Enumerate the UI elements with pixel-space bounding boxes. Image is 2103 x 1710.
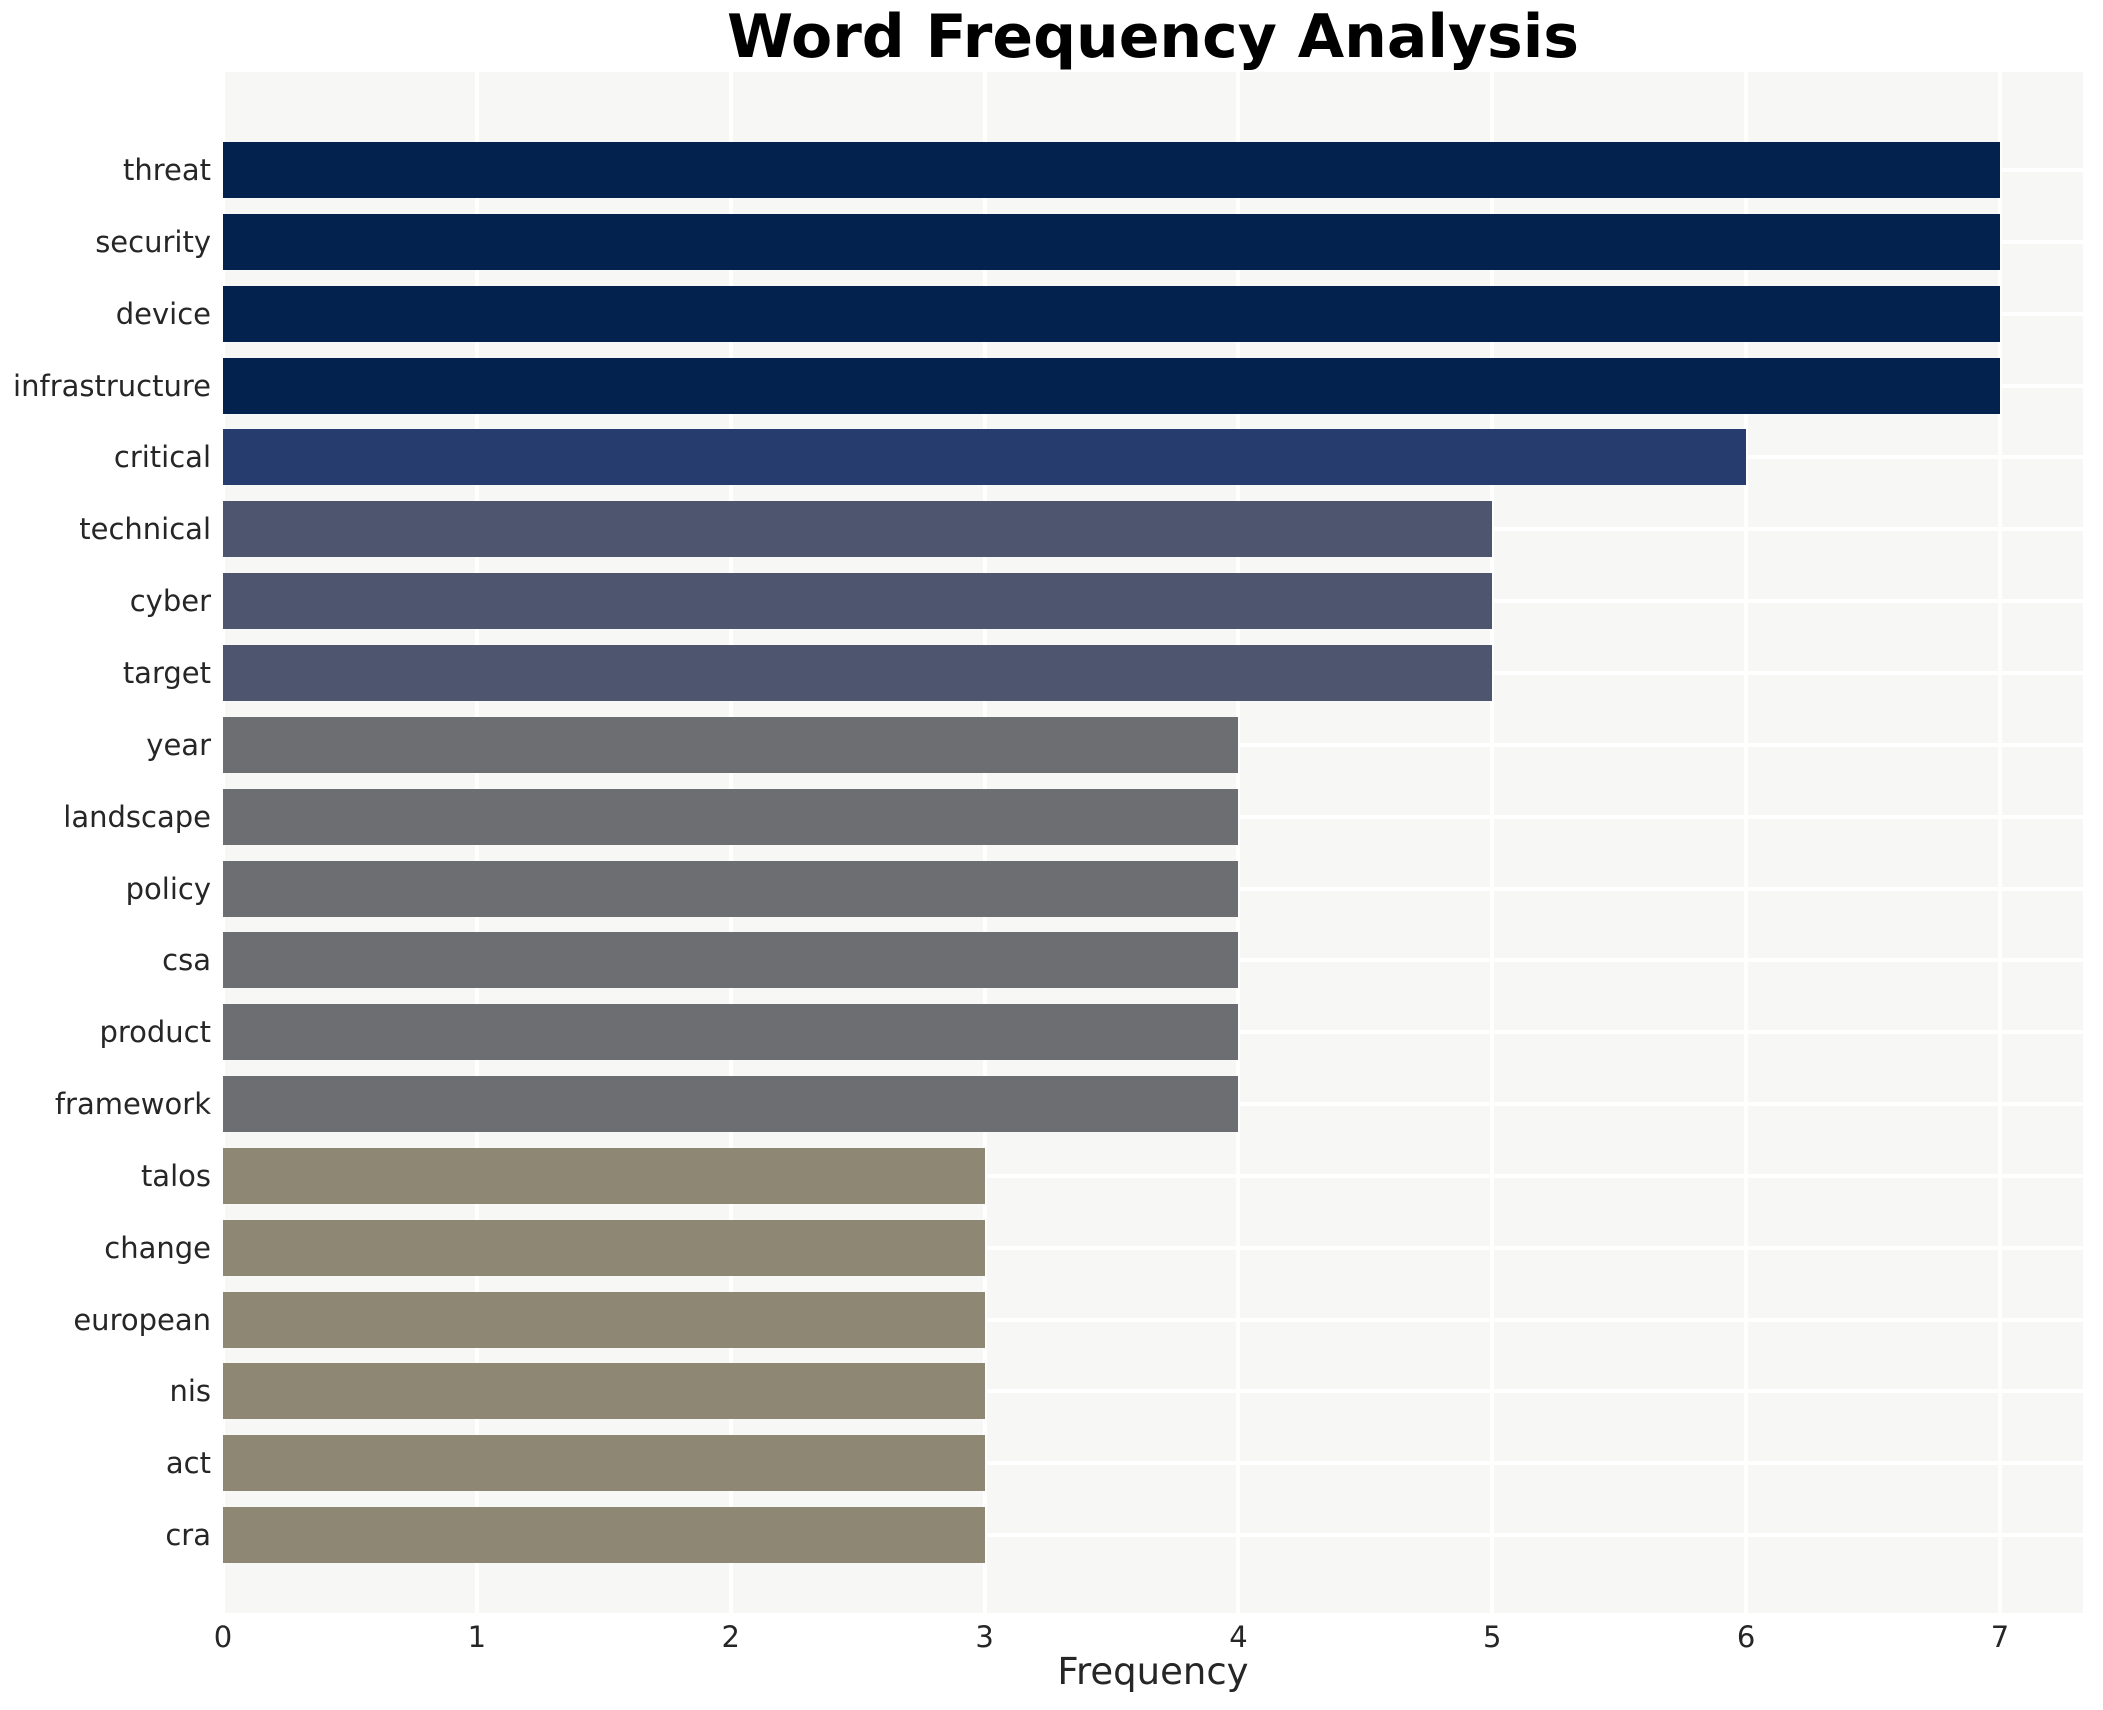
x-tick-label-5: 5 — [1483, 1620, 1502, 1654]
grid-line-horizontal — [223, 1317, 2083, 1322]
x-axis-label: Frequency — [1057, 1650, 1249, 1693]
bar-cra — [223, 1507, 985, 1564]
bar-european — [223, 1291, 985, 1348]
grid-line-vertical — [1744, 72, 1749, 1613]
category-label-cyber: cyber — [129, 584, 211, 619]
x-tick-label-3: 3 — [975, 1620, 994, 1654]
category-label-framework: framework — [54, 1087, 211, 1122]
bar-act — [223, 1435, 985, 1492]
category-label-product: product — [99, 1015, 211, 1050]
category-label-year: year — [146, 727, 211, 762]
bar-change — [223, 1219, 985, 1276]
category-label-csa: csa — [162, 943, 211, 978]
category-label-target: target — [122, 655, 211, 690]
bar-technical — [223, 501, 1493, 558]
bar-nis — [223, 1363, 985, 1420]
category-label-talos: talos — [140, 1158, 211, 1193]
category-label-technical: technical — [79, 512, 211, 547]
bar-landscape — [223, 788, 1239, 845]
grid-line-horizontal — [223, 1389, 2083, 1394]
category-label-device: device — [115, 296, 211, 331]
category-label-change: change — [104, 1230, 211, 1265]
bar-policy — [223, 860, 1239, 917]
bar-target — [223, 644, 1493, 701]
grid-line-vertical — [1490, 72, 1495, 1613]
x-tick-label-1: 1 — [467, 1620, 487, 1654]
grid-line-horizontal — [223, 1245, 2083, 1250]
bar-threat — [223, 142, 2000, 198]
category-label-critical: critical — [113, 440, 211, 475]
bar-device — [223, 285, 2000, 342]
category-label-threat: threat — [122, 153, 211, 187]
category-label-european: european — [73, 1302, 211, 1337]
bar-security — [223, 213, 2000, 270]
category-label-policy: policy — [125, 871, 211, 906]
bar-infrastructure — [223, 357, 2000, 414]
bar-csa — [223, 932, 1239, 989]
bar-critical — [223, 429, 1747, 486]
x-tick-label-6: 6 — [1736, 1620, 1756, 1654]
category-label-security: security — [95, 224, 211, 259]
category-label-act: act — [165, 1446, 211, 1481]
x-tick-label-7: 7 — [1990, 1620, 2010, 1654]
bar-cyber — [223, 573, 1493, 630]
chart-title: Word Frequency Analysis — [726, 2, 1580, 72]
x-tick-label-2: 2 — [721, 1620, 740, 1654]
category-label-cra: cra — [165, 1518, 211, 1553]
plot-area — [221, 72, 2083, 1613]
bar-framework — [223, 1076, 1239, 1133]
x-tick-label-0: 0 — [213, 1620, 233, 1654]
bar-year — [223, 716, 1239, 773]
bar-talos — [223, 1147, 985, 1204]
grid-line-vertical — [1236, 72, 1241, 1613]
category-label-landscape: landscape — [63, 799, 211, 834]
grid-line-horizontal — [223, 1173, 2083, 1178]
grid-line-horizontal — [223, 1461, 2083, 1466]
grid-line-vertical — [1997, 72, 2002, 1613]
category-label-nis: nis — [169, 1374, 211, 1409]
grid-line-horizontal — [223, 1533, 2083, 1538]
bar-product — [223, 1004, 1239, 1061]
category-label-infrastructure: infrastructure — [13, 368, 211, 403]
x-tick-label-4: 4 — [1229, 1620, 1248, 1654]
